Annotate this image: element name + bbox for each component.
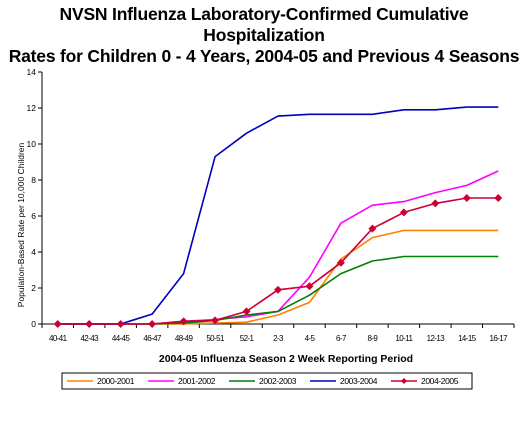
x-tick-label: 4-5	[305, 334, 316, 343]
series-line	[57, 229, 499, 325]
x-tick-label: 12-13	[427, 334, 446, 343]
series-line	[57, 106, 499, 325]
x-tick-label: 44-45	[112, 334, 131, 343]
series-2004-2005	[53, 194, 503, 328]
x-tick-label: 10-11	[395, 334, 413, 343]
data-point	[494, 194, 503, 202]
series-2000-2001	[57, 229, 499, 325]
series-2001-2002	[57, 170, 499, 325]
x-tick-label: 48-49	[175, 334, 194, 343]
data-point	[305, 282, 314, 291]
data-point	[368, 224, 377, 233]
x-tick-label: 14-15	[458, 334, 477, 343]
x-tick-label: 46-47	[143, 334, 162, 343]
chart-legend: 2000-2001 2001-2002 2002-2003 2003-2004 2004…	[61, 372, 473, 390]
chart-title-line2: Rates for Children 0 - 4 Years, 2004-05 …	[8, 46, 520, 66]
y-tick-label: 6	[31, 211, 36, 221]
data-point	[85, 320, 94, 328]
data-point	[274, 285, 282, 294]
legend-item: 2003-2004	[310, 376, 378, 386]
x-tick-label: 2-3	[273, 334, 284, 343]
data-point	[148, 320, 157, 328]
data-point	[116, 320, 125, 328]
x-tick-label: 16-17	[490, 334, 509, 343]
series-line	[57, 197, 499, 325]
x-tick-label: 52-1	[240, 334, 255, 343]
data-point	[431, 199, 440, 208]
x-axis-label: 2004-05 Influenza Season 2 Week Reportin…	[159, 353, 413, 365]
legend-box	[61, 372, 473, 390]
legend-item: 2001-2002	[148, 376, 216, 386]
chart-axes: 0 2 4 6 8 10 12 14 40-41 42-43 44-45 46-47 48-49 50-5…	[27, 67, 515, 343]
series-2003-2004	[57, 106, 499, 325]
legend-label: 2004-2005	[421, 376, 459, 386]
x-tick-label: 40-41	[49, 334, 68, 343]
data-point	[179, 317, 188, 326]
data-point	[53, 320, 62, 328]
x-tick-label: 8-9	[368, 334, 379, 343]
legend-label: 2002-2003	[259, 376, 297, 386]
y-tick-label: 14	[27, 67, 37, 77]
legend-item: 2000-2001	[67, 376, 135, 386]
legend-label: 2003-2004	[340, 376, 378, 386]
y-tick-label: 12	[27, 103, 37, 113]
data-point	[336, 258, 345, 267]
data-point	[399, 208, 408, 217]
legend-marker	[401, 378, 407, 384]
y-tick-label: 2	[31, 283, 36, 293]
data-point	[462, 194, 471, 202]
y-tick-label: 8	[31, 175, 36, 185]
legend-label: 2001-2002	[178, 376, 216, 386]
series-line	[57, 170, 499, 325]
chart-title: NVSN Influenza Laboratory-Confirmed Cumu…	[0, 4, 528, 67]
chart-series	[53, 106, 503, 328]
chart-title-line1: NVSN Influenza Laboratory-Confirmed Cumu…	[59, 4, 469, 45]
y-tick-label: 0	[31, 319, 36, 329]
y-tick-label: 10	[27, 139, 37, 149]
y-tick-label: 4	[31, 247, 36, 257]
legend-label: 2000-2001	[97, 376, 135, 386]
legend-item: 2004-2005	[391, 376, 459, 386]
legend-item: 2002-2003	[229, 376, 297, 386]
x-tick-label: 6-7	[336, 334, 347, 343]
x-tick-label: 42-43	[80, 334, 99, 343]
data-point	[211, 316, 220, 325]
data-point	[242, 307, 251, 316]
x-tick-label: 50-51	[206, 334, 225, 343]
y-axis-label: Population-Based Rate per 10,000 Childre…	[16, 143, 26, 308]
